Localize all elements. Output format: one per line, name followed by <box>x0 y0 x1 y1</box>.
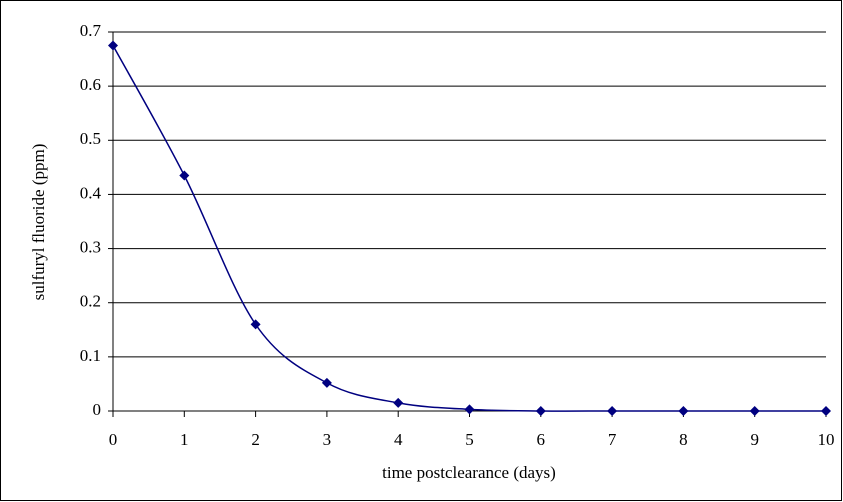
y-tick-label: 0 <box>93 400 102 419</box>
y-tick-label: 0.2 <box>80 292 101 311</box>
y-tick-label: 0.7 <box>80 21 102 40</box>
point <box>108 40 118 51</box>
point <box>535 406 546 416</box>
x-tick-label: 1 <box>180 430 189 449</box>
x-tick-label: 4 <box>394 430 403 449</box>
x-tick-label: 8 <box>679 430 688 449</box>
y-tick-label: 0.3 <box>80 237 101 256</box>
y-tick-label: 0.5 <box>80 129 101 148</box>
x-tick-label: 10 <box>818 430 835 449</box>
x-tick-label: 7 <box>608 430 617 449</box>
series-line <box>112 45 826 412</box>
y-tick-label: 0.4 <box>80 183 102 202</box>
point <box>321 377 332 388</box>
y-axis-label: sulfuryl fluoride (ppm) <box>29 144 48 301</box>
point <box>678 406 689 416</box>
point <box>179 170 190 181</box>
point <box>250 319 261 330</box>
x-axis-label: time postclearance (days) <box>382 463 556 482</box>
x-tick-label: 3 <box>323 430 332 449</box>
x-tick-label: 5 <box>465 430 474 449</box>
x-tick-label: 6 <box>537 430 546 449</box>
y-tick-label: 0.6 <box>80 75 101 94</box>
point <box>464 404 475 415</box>
y-tick-label: 0.1 <box>80 346 101 365</box>
point <box>821 406 831 416</box>
x-tick-label: 2 <box>251 430 260 449</box>
point <box>749 406 760 416</box>
x-tick-label: 9 <box>750 430 759 449</box>
point <box>607 406 618 416</box>
point <box>393 397 404 408</box>
x-tick-label: 0 <box>109 430 118 449</box>
